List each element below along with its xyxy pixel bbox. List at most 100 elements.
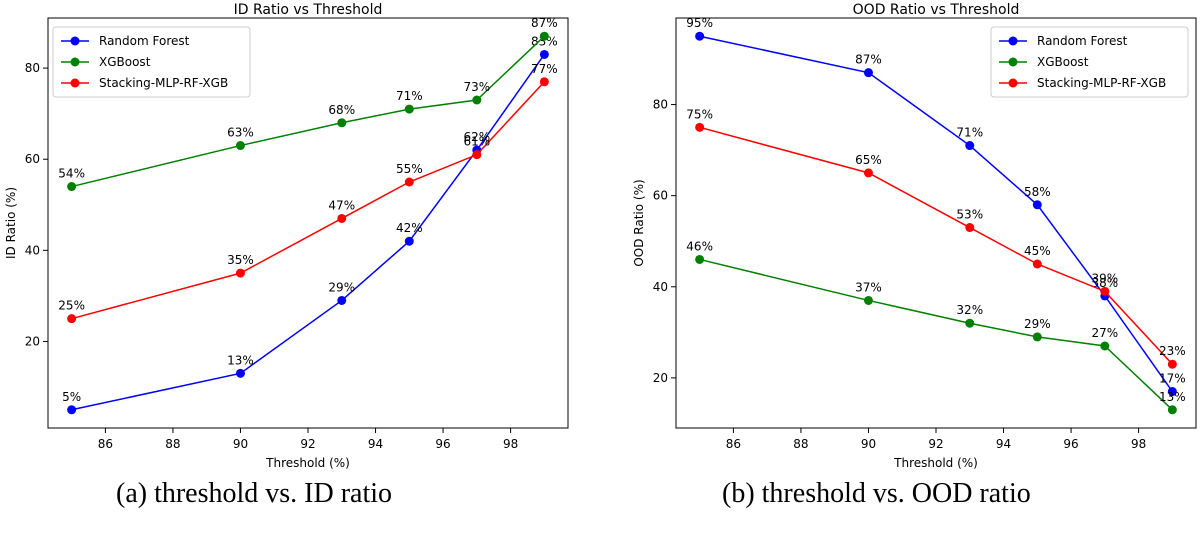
caption-a: (a) threshold vs. ID ratio <box>116 478 392 510</box>
y-tick-label: 60 <box>25 152 40 166</box>
data-point <box>1167 405 1177 415</box>
data-point <box>695 254 705 264</box>
y-axis-label: ID Ratio (%) <box>4 187 18 259</box>
data-label: 29% <box>1024 317 1051 331</box>
data-point <box>965 141 975 151</box>
caption-b-tag: (b) <box>722 478 755 509</box>
data-point <box>1032 259 1042 269</box>
data-point <box>1167 359 1177 369</box>
data-point <box>404 177 414 187</box>
data-label: 65% <box>855 153 882 167</box>
data-label: 39% <box>1091 271 1118 285</box>
data-label: 63% <box>227 126 254 140</box>
data-label: 32% <box>956 303 983 317</box>
legend-swatch-marker <box>70 36 80 46</box>
data-point <box>539 49 549 59</box>
data-point <box>965 223 975 233</box>
data-label: 38% <box>1091 276 1118 290</box>
data-point <box>863 168 873 178</box>
y-tick-label: 20 <box>25 334 40 348</box>
legend-label: Stacking-MLP-RF-XGB <box>1037 76 1166 90</box>
data-point <box>1100 286 1110 296</box>
data-label: 68% <box>328 103 355 117</box>
series-line <box>71 54 545 411</box>
data-label: 55% <box>396 162 423 176</box>
data-point <box>337 118 347 128</box>
series-line <box>71 35 545 188</box>
x-tick-label: 96 <box>1063 437 1078 451</box>
data-label: 54% <box>58 167 85 181</box>
data-label: 37% <box>855 280 882 294</box>
data-label: 87% <box>531 16 558 30</box>
data-label: 13% <box>227 353 254 367</box>
data-label: 95% <box>686 16 713 30</box>
data-label: 27% <box>1091 326 1118 340</box>
x-tick-label: 98 <box>503 437 518 451</box>
x-tick-label: 88 <box>165 437 180 451</box>
data-point <box>337 295 347 305</box>
data-label: 61% <box>463 135 490 149</box>
data-point <box>67 182 77 192</box>
data-point <box>539 77 549 87</box>
data-label: 42% <box>396 221 423 235</box>
x-tick-label: 92 <box>928 437 943 451</box>
data-point <box>965 318 975 328</box>
x-tick-label: 86 <box>98 437 113 451</box>
data-label: 83% <box>531 34 558 48</box>
legend-label: XGBoost <box>99 55 151 69</box>
data-point <box>695 31 705 41</box>
y-tick-label: 20 <box>653 371 668 385</box>
data-point <box>539 31 549 41</box>
data-point <box>235 368 245 378</box>
data-label: 13% <box>1159 390 1186 404</box>
data-point <box>1032 200 1042 210</box>
x-tick-label: 94 <box>368 437 383 451</box>
data-label: 87% <box>855 53 882 67</box>
data-point <box>1032 332 1042 342</box>
chart-title: ID Ratio vs Threshold <box>234 2 383 18</box>
legend-swatch-marker <box>1008 78 1018 88</box>
series-line <box>71 81 545 320</box>
data-point <box>404 104 414 114</box>
data-label: 23% <box>1159 344 1186 358</box>
data-point <box>404 236 414 246</box>
id-ratio-chart: ID Ratio vs Threshold 86 88 90 92 94 96 98 20 40 6… <box>4 2 569 470</box>
chart-title: OOD Ratio vs Threshold <box>853 2 1020 18</box>
data-point <box>67 405 77 415</box>
data-label: 77% <box>531 62 558 76</box>
data-label: 62% <box>463 130 490 144</box>
data-point <box>1167 387 1177 397</box>
legend-label: Stacking-MLP-RF-XGB <box>99 76 228 90</box>
data-label: 45% <box>1024 244 1051 258</box>
x-tick-label: 86 <box>726 437 741 451</box>
data-point <box>472 95 482 105</box>
legend-box <box>990 26 1189 98</box>
data-point <box>1100 341 1110 351</box>
data-label: 29% <box>328 280 355 294</box>
data-label: 47% <box>328 198 355 212</box>
legend-swatch-marker <box>1008 57 1018 67</box>
y-tick-label: 40 <box>653 280 668 294</box>
legend-box <box>52 26 251 98</box>
x-tick-label: 90 <box>233 437 248 451</box>
ood-ratio-chart: OOD Ratio vs Threshold 86 88 90 92 94 96 98 20 40… <box>632 2 1197 470</box>
x-tick-label: 92 <box>300 437 315 451</box>
data-point <box>863 295 873 305</box>
y-axis-label: OOD Ratio (%) <box>632 179 646 266</box>
data-label: 5% <box>62 390 81 404</box>
caption-b-text: threshold vs. OOD ratio <box>761 478 1031 509</box>
data-point <box>235 141 245 151</box>
data-label: 35% <box>227 253 254 267</box>
legend-label: Random Forest <box>99 34 190 48</box>
legend-label: Random Forest <box>1037 34 1128 48</box>
x-axis-label: Threshold (%) <box>893 456 978 470</box>
data-point <box>472 150 482 160</box>
data-label: 58% <box>1024 185 1051 199</box>
data-label: 71% <box>956 126 983 140</box>
x-tick-label: 90 <box>861 437 876 451</box>
legend-swatch-marker <box>1008 36 1018 46</box>
x-tick-label: 98 <box>1131 437 1146 451</box>
data-label: 17% <box>1159 372 1186 386</box>
legend-swatch-marker <box>70 57 80 67</box>
caption-a-tag: (a) <box>116 478 148 509</box>
